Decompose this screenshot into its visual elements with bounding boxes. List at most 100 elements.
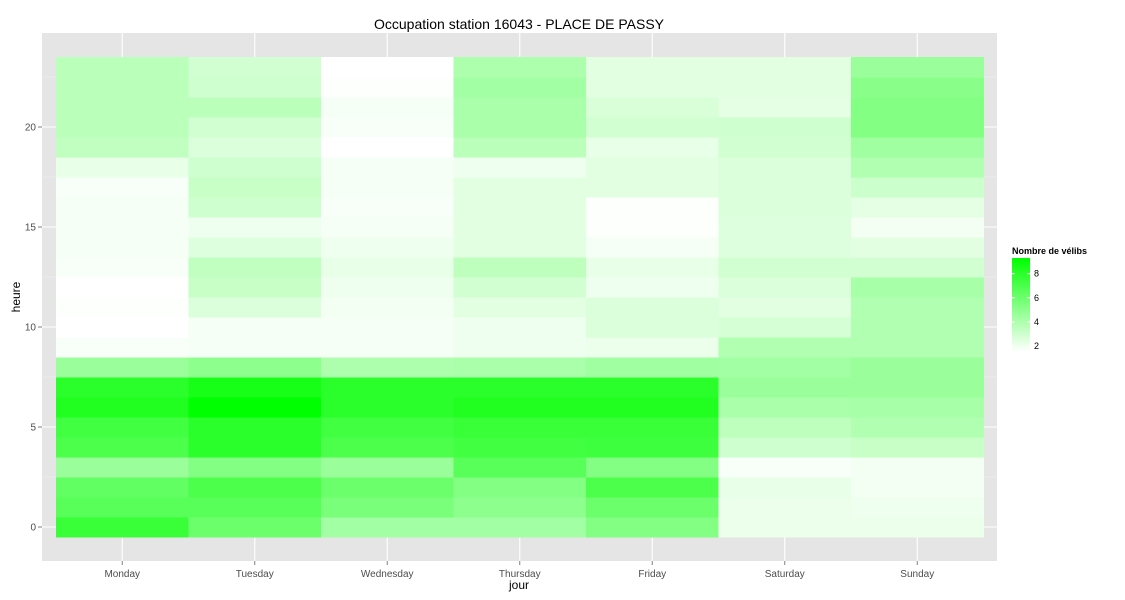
heatmap-cell bbox=[56, 417, 189, 438]
heatmap-cell bbox=[321, 517, 454, 538]
heatmap-cell bbox=[321, 177, 454, 198]
heatmap-cell bbox=[453, 477, 587, 498]
x-tick-label: Saturday bbox=[765, 569, 805, 580]
heatmap-cell bbox=[586, 397, 719, 418]
x-tick-label: Monday bbox=[104, 569, 140, 580]
heatmap-cell bbox=[321, 97, 454, 118]
heatmap-cell bbox=[586, 177, 719, 198]
heatmap-cell bbox=[321, 257, 454, 278]
heatmap-cell bbox=[453, 157, 587, 178]
heatmap-cell bbox=[586, 97, 719, 118]
heatmap-cell bbox=[851, 457, 984, 478]
heatmap-cell bbox=[586, 77, 719, 98]
heatmap-cell bbox=[321, 157, 454, 178]
heatmap-cell bbox=[453, 257, 587, 278]
heatmap-cell bbox=[453, 57, 587, 78]
heatmap-cell bbox=[56, 177, 189, 198]
heatmap-cell bbox=[586, 117, 719, 138]
heatmap-cell bbox=[321, 457, 454, 478]
heatmap-cell bbox=[718, 177, 852, 198]
heatmap-cell bbox=[188, 177, 322, 198]
heatmap-cell bbox=[453, 437, 587, 458]
heatmap-cell bbox=[453, 77, 587, 98]
heatmap-cell bbox=[851, 517, 984, 538]
heatmap-cell bbox=[586, 137, 719, 158]
heatmap-cell bbox=[718, 397, 852, 418]
heatmap-cell bbox=[586, 317, 719, 338]
heatmap-cell bbox=[56, 137, 189, 158]
heatmap-cell bbox=[851, 437, 984, 458]
heatmap-cell bbox=[188, 57, 322, 78]
heatmap-cell bbox=[718, 377, 852, 398]
heatmap-cell bbox=[56, 497, 189, 518]
heatmap-cell bbox=[718, 477, 852, 498]
heatmap-cell bbox=[56, 337, 189, 358]
heatmap-cell bbox=[718, 217, 852, 238]
heatmap-cell bbox=[718, 337, 852, 358]
x-tick-label: Tuesday bbox=[236, 569, 274, 580]
heatmap-cell bbox=[718, 517, 852, 538]
heatmap-cell bbox=[321, 357, 454, 378]
heatmap-cell bbox=[453, 377, 587, 398]
heatmap-cell bbox=[321, 117, 454, 138]
heatmap-cell bbox=[188, 297, 322, 318]
heatmap-cell bbox=[321, 337, 454, 358]
heatmap-cells bbox=[56, 57, 984, 538]
heatmap-cell bbox=[851, 417, 984, 438]
heatmap-cell bbox=[56, 517, 189, 538]
y-tick-label: 15 bbox=[25, 223, 37, 234]
heatmap-cell bbox=[321, 477, 454, 498]
heatmap-cell bbox=[188, 517, 322, 538]
y-tick-label: 20 bbox=[25, 123, 37, 134]
heatmap-cell bbox=[188, 217, 322, 238]
legend-tick-label: 2 bbox=[1034, 341, 1039, 351]
heatmap-cell bbox=[851, 477, 984, 498]
heatmap-cell bbox=[188, 77, 322, 98]
heatmap-cell bbox=[56, 97, 189, 118]
heatmap-cell bbox=[321, 197, 454, 218]
heatmap-cell bbox=[851, 117, 984, 138]
heatmap-cell bbox=[851, 177, 984, 198]
x-tick-label: Friday bbox=[638, 569, 666, 580]
heatmap-cell bbox=[586, 497, 719, 518]
heatmap-cell bbox=[718, 257, 852, 278]
heatmap-cell bbox=[56, 117, 189, 138]
heatmap-cell bbox=[851, 497, 984, 518]
heatmap-cell bbox=[321, 137, 454, 158]
heatmap-cell bbox=[586, 337, 719, 358]
y-axis: 0 5 10 15 20 bbox=[25, 123, 42, 534]
heatmap-cell bbox=[586, 197, 719, 218]
heatmap-cell bbox=[586, 277, 719, 298]
heatmap-cell bbox=[56, 297, 189, 318]
heatmap-cell bbox=[453, 517, 587, 538]
heatmap-cell bbox=[718, 237, 852, 258]
heatmap-cell bbox=[453, 297, 587, 318]
x-tick-label: Sunday bbox=[900, 569, 934, 580]
heatmap-cell bbox=[718, 317, 852, 338]
heatmap-cell bbox=[321, 317, 454, 338]
heatmap-cell bbox=[718, 57, 852, 78]
heatmap-cell bbox=[56, 237, 189, 258]
heatmap-cell bbox=[586, 237, 719, 258]
heatmap-cell bbox=[718, 77, 852, 98]
heatmap-cell bbox=[188, 457, 322, 478]
heatmap-cell bbox=[56, 157, 189, 178]
heatmap-cell bbox=[851, 397, 984, 418]
heatmap-cell bbox=[188, 497, 322, 518]
heatmap-cell bbox=[851, 317, 984, 338]
heatmap-cell bbox=[586, 57, 719, 78]
heatmap-cell bbox=[56, 57, 189, 78]
heatmap-cell bbox=[321, 417, 454, 438]
chart-title: Occupation station 16043 - PLACE DE PASS… bbox=[374, 16, 665, 32]
heatmap-cell bbox=[851, 97, 984, 118]
heatmap-cell bbox=[453, 357, 587, 378]
heatmap-cell bbox=[718, 117, 852, 138]
heatmap-cell bbox=[321, 497, 454, 518]
x-axis-label: jour bbox=[508, 578, 529, 592]
heatmap-cell bbox=[188, 197, 322, 218]
heatmap-cell bbox=[586, 297, 719, 318]
heatmap-cell bbox=[718, 157, 852, 178]
heatmap-cell bbox=[321, 237, 454, 258]
heatmap-cell bbox=[453, 237, 587, 258]
